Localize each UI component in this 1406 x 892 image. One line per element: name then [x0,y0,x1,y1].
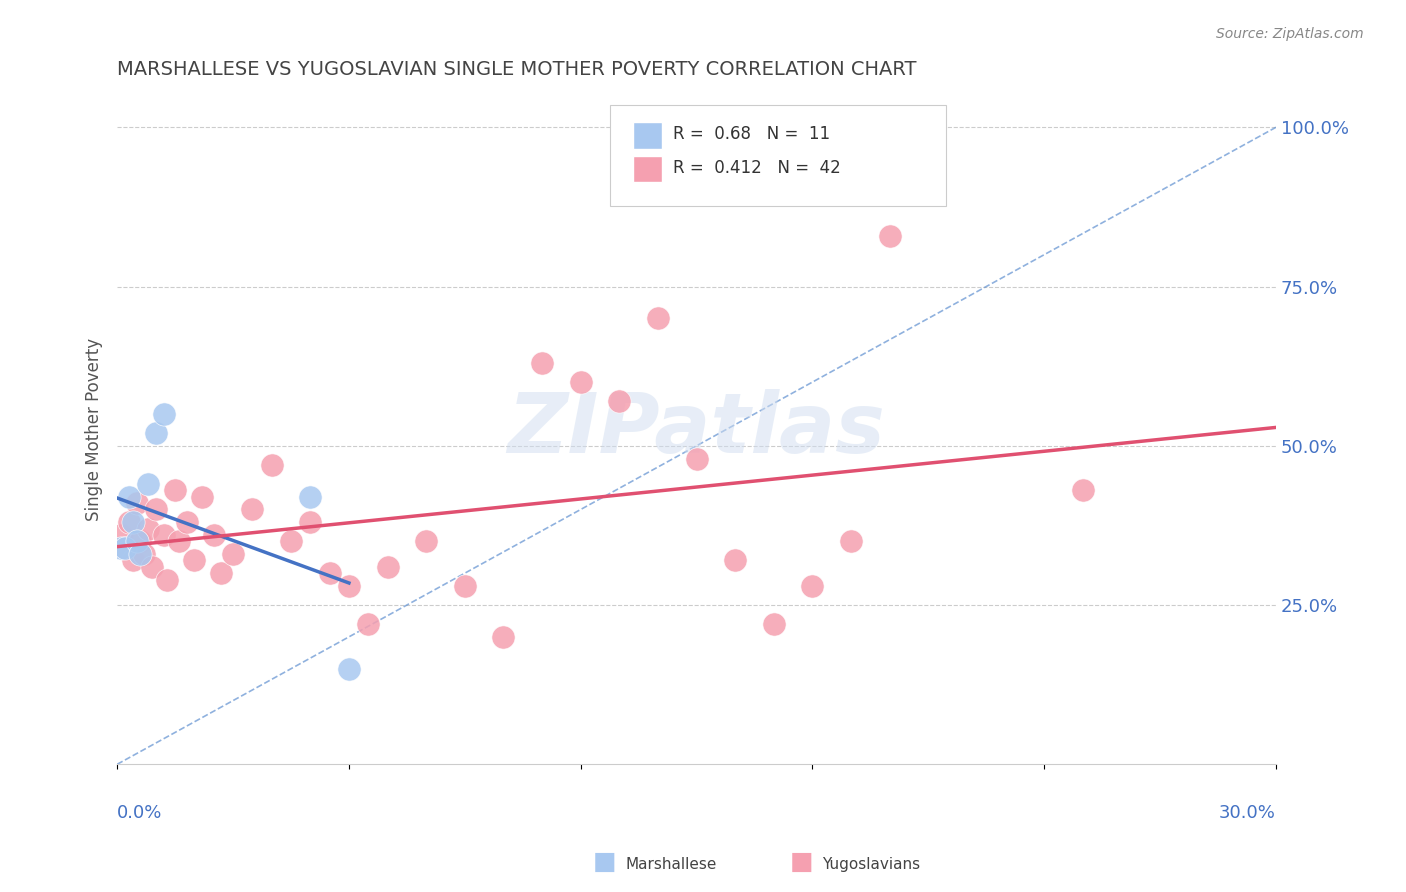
Point [114,541,136,555]
Point [762,617,785,632]
Point [118,515,141,529]
Point [145,502,167,516]
Point [110,541,132,555]
Point [801,579,824,593]
Bar [633,155,662,182]
Point [280,534,302,549]
Text: 30.0%: 30.0% [1219,805,1277,822]
FancyBboxPatch shape [610,105,946,206]
Point [377,559,399,574]
Point [125,534,148,549]
Point [647,311,669,326]
Point [121,515,143,529]
Point [110,528,132,542]
Bar [633,122,662,149]
Point [569,375,592,389]
Text: MARSHALLESE VS YUGOSLAVIAN SINGLE MOTHER POVERTY CORRELATION CHART: MARSHALLESE VS YUGOSLAVIAN SINGLE MOTHER… [117,60,917,78]
Point [165,483,187,498]
Text: R =  0.412   N =  42: R = 0.412 N = 42 [673,159,841,177]
Point [454,579,477,593]
Text: Yugoslavians: Yugoslavians [823,857,921,872]
Point [129,534,152,549]
Point [839,534,862,549]
Text: Source: ZipAtlas.com: Source: ZipAtlas.com [1216,27,1364,41]
Point [191,490,214,504]
Point [607,394,630,409]
Point [156,573,179,587]
Point [337,579,360,593]
Point [125,496,148,510]
Text: ZIPatlas: ZIPatlas [508,389,886,470]
Y-axis label: Single Mother Poverty: Single Mother Poverty [86,338,103,522]
Point [141,559,163,574]
Point [531,356,554,370]
Point [183,553,205,567]
Point [167,534,190,549]
Text: R =  0.68   N =  11: R = 0.68 N = 11 [673,125,831,144]
Point [136,522,159,536]
Point [222,547,245,561]
Point [260,458,283,472]
Point [202,528,225,542]
Point [242,502,264,516]
Point [152,528,174,542]
Point [492,630,515,644]
Point [152,407,174,421]
Point [118,490,141,504]
Point [211,566,233,581]
Point [134,547,156,561]
Point [114,541,136,555]
Point [299,515,322,529]
Point [685,451,707,466]
Point [129,547,152,561]
Point [136,477,159,491]
Text: ■: ■ [593,850,616,874]
Point [415,534,437,549]
Point [879,228,901,243]
Point [318,566,340,581]
Point [121,553,143,567]
Point [299,490,322,504]
Point [357,617,380,632]
Point [145,425,167,440]
Text: Marshallese: Marshallese [626,857,717,872]
Point [337,662,360,676]
Point [724,553,747,567]
Text: 0.0%: 0.0% [117,805,163,822]
Text: ■: ■ [790,850,813,874]
Point [1071,483,1094,498]
Point [176,515,198,529]
